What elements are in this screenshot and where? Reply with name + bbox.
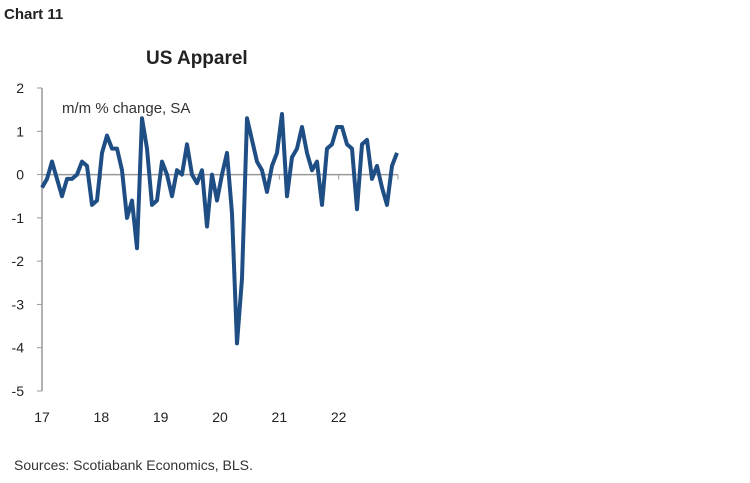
- y-tick-label: 1: [16, 123, 24, 139]
- x-tick-label: 17: [34, 409, 50, 425]
- y-tick-label: 2: [16, 80, 24, 96]
- x-tick-label: 22: [331, 409, 347, 425]
- x-tick-label: 20: [212, 409, 228, 425]
- y-tick-label: -1: [12, 210, 25, 226]
- y-tick-label: -5: [12, 383, 25, 399]
- source-note: Sources: Scotiabank Economics, BLS.: [14, 457, 253, 473]
- chart-label: Chart 11: [4, 6, 64, 23]
- x-tick-label: 19: [153, 409, 169, 425]
- series-line: [40, 112, 399, 346]
- x-tick-label: 21: [272, 409, 288, 425]
- y-tick-label: -4: [12, 340, 25, 356]
- y-tick-label: -2: [12, 253, 25, 269]
- y-tick-label: 0: [16, 167, 24, 183]
- chart-title: US Apparel: [146, 48, 248, 69]
- y-tick-label: -3: [12, 296, 25, 312]
- chart-subtitle: m/m % change, SA: [62, 100, 191, 117]
- x-tick-label: 18: [94, 409, 110, 425]
